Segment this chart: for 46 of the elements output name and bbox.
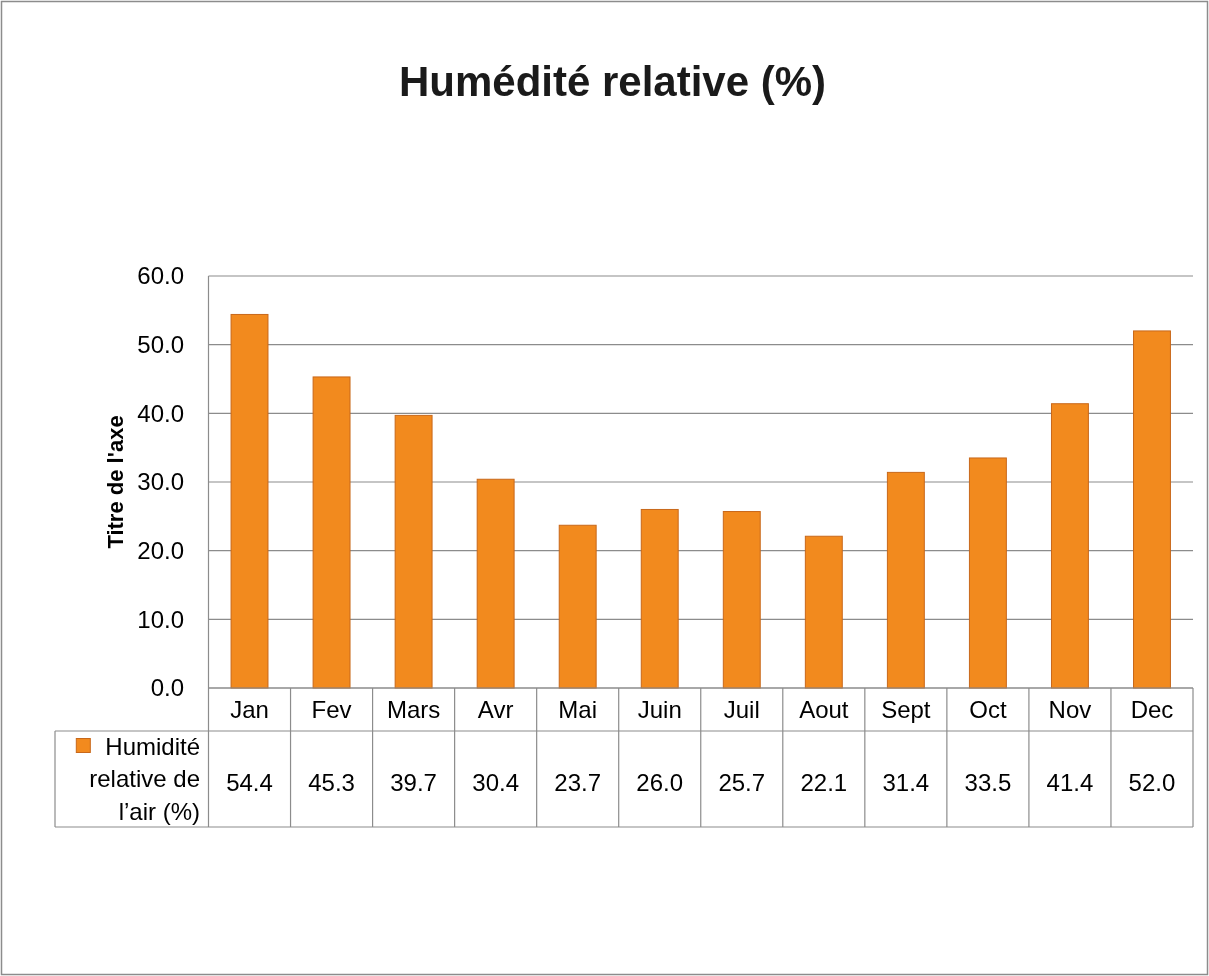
bar — [1050, 403, 1089, 689]
data-label: 54.4 — [226, 769, 273, 797]
y-tick-label: 0.0 — [150, 674, 184, 702]
legend-label: Humidité relative de l’air (%) — [89, 732, 200, 825]
x-tick-label: Oct — [969, 695, 1007, 723]
data-label: 22.1 — [800, 769, 848, 797]
bar — [722, 511, 761, 689]
y-tick-label: 20.0 — [137, 537, 184, 565]
x-tick-label: Avr — [477, 695, 514, 723]
x-tick-label: Juil — [723, 695, 760, 723]
bar — [1133, 330, 1171, 689]
data-label: 39.7 — [390, 769, 437, 797]
data-label: 26.0 — [636, 769, 684, 797]
data-label: 45.3 — [308, 769, 355, 797]
data-label: 52.0 — [1128, 769, 1176, 797]
bar — [230, 313, 269, 689]
y-tick-label: 60.0 — [137, 262, 184, 290]
x-tick-label: Dec — [1130, 695, 1174, 723]
bar — [394, 414, 433, 689]
y-tick-label: 10.0 — [137, 605, 184, 633]
x-tick-label: Mars — [386, 695, 441, 723]
data-label: 41.4 — [1046, 769, 1094, 797]
chart-title: Humédité relative (%) — [398, 58, 827, 105]
y-tick-label: 40.0 — [137, 399, 184, 427]
y-tick-label: 30.0 — [137, 468, 184, 496]
data-label: 25.7 — [718, 769, 766, 797]
x-tick-label: Juin — [637, 695, 682, 723]
data-label: 31.4 — [882, 769, 930, 797]
x-tick-label: Fev — [311, 695, 352, 723]
data-label: 23.7 — [554, 769, 602, 797]
y-tick-label: 50.0 — [137, 331, 184, 359]
data-label: 33.5 — [964, 769, 1012, 797]
bar — [968, 457, 1007, 689]
bar — [804, 535, 843, 689]
bar — [312, 376, 351, 689]
bar — [640, 508, 679, 689]
bar — [558, 524, 597, 689]
x-tick-label: Nov — [1048, 695, 1092, 723]
bar — [886, 471, 925, 689]
x-tick-label: Aout — [799, 695, 849, 723]
y-axis-title: Titre de l'axe — [103, 415, 128, 549]
x-tick-label: Mai — [558, 695, 598, 723]
x-tick-label: Sept — [881, 695, 931, 723]
x-tick-label: Jan — [230, 695, 269, 723]
data-label: 30.4 — [472, 769, 520, 797]
bar — [476, 478, 515, 689]
